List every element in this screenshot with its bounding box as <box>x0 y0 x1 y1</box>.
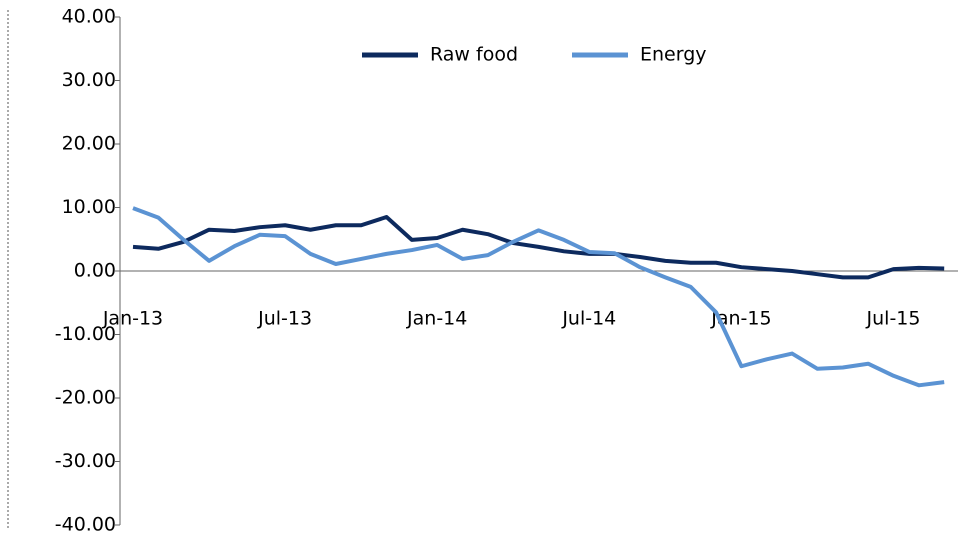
legend-label: Raw food <box>430 44 518 66</box>
y-tick-label: 40.00 <box>62 6 116 28</box>
y-tick-label: 30.00 <box>62 69 116 91</box>
x-tick-label: Jul-14 <box>561 308 616 330</box>
x-tick-label: Jan-13 <box>102 308 163 330</box>
y-tick-label: 20.00 <box>62 133 116 155</box>
x-tick-label: Jan-14 <box>406 308 467 330</box>
y-tick-label: -20.00 <box>55 387 116 409</box>
series-line <box>132 215 945 280</box>
legend-label: Energy <box>640 44 707 66</box>
y-tick-label: -30.00 <box>55 450 116 472</box>
y-tick-label: 0.00 <box>74 260 116 282</box>
x-tick-label: Jul-13 <box>257 308 312 330</box>
y-tick-label: 10.00 <box>62 196 116 218</box>
x-tick-label: Jan-15 <box>710 308 771 330</box>
series-line <box>132 206 945 388</box>
y-tick-label: -10.00 <box>55 323 116 345</box>
x-tick-label: Jul-15 <box>866 308 921 330</box>
y-tick-label: -40.00 <box>55 514 116 536</box>
